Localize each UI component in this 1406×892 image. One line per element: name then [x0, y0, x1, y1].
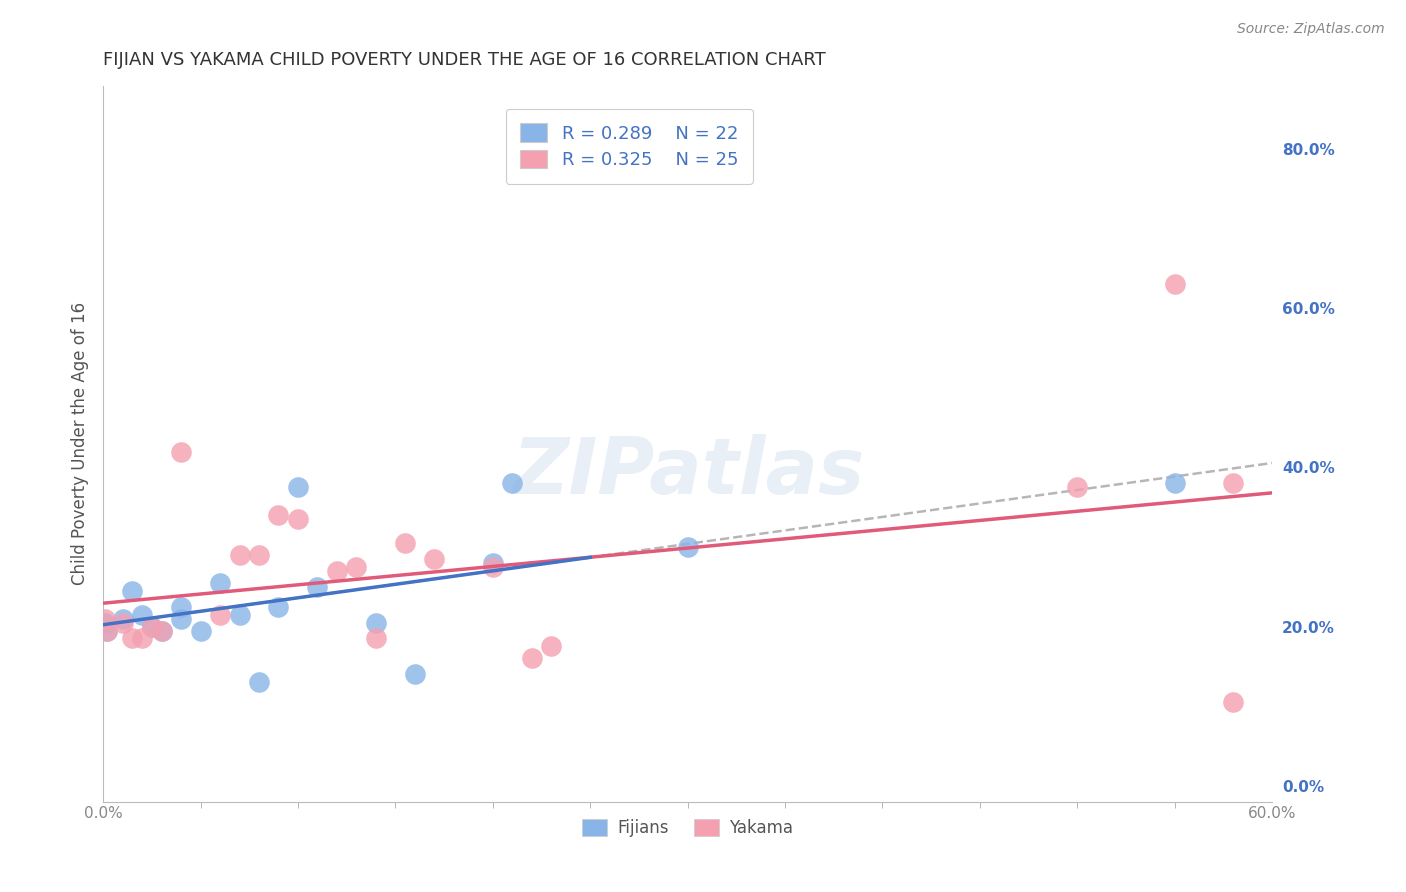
Point — [228, 548, 250, 562]
Point — [540, 640, 562, 654]
Point — [520, 651, 543, 665]
Point — [131, 607, 153, 622]
Point — [94, 611, 117, 625]
Point — [190, 624, 212, 638]
Point — [344, 559, 367, 574]
Point — [121, 583, 143, 598]
Point — [287, 512, 309, 526]
Text: ZIPatlas: ZIPatlas — [512, 434, 863, 510]
Point — [131, 632, 153, 646]
Point — [307, 580, 329, 594]
Point — [1222, 695, 1244, 709]
Point — [364, 632, 387, 646]
Y-axis label: Child Poverty Under the Age of 16: Child Poverty Under the Age of 16 — [72, 302, 89, 585]
Point — [170, 599, 193, 614]
Point — [404, 667, 426, 681]
Legend: Fijians, Yakama: Fijians, Yakama — [575, 812, 800, 843]
Point — [326, 564, 349, 578]
Point — [501, 476, 523, 491]
Point — [228, 607, 250, 622]
Point — [482, 559, 505, 574]
Point — [111, 615, 134, 630]
Point — [423, 552, 446, 566]
Point — [267, 508, 290, 523]
Point — [1222, 476, 1244, 491]
Point — [150, 624, 173, 638]
Point — [247, 548, 270, 562]
Point — [141, 619, 163, 633]
Point — [364, 615, 387, 630]
Point — [150, 624, 173, 638]
Point — [482, 556, 505, 570]
Point — [208, 575, 231, 590]
Point — [141, 619, 163, 633]
Point — [676, 540, 699, 554]
Point — [170, 611, 193, 625]
Point — [247, 675, 270, 690]
Text: FIJIAN VS YAKAMA CHILD POVERTY UNDER THE AGE OF 16 CORRELATION CHART: FIJIAN VS YAKAMA CHILD POVERTY UNDER THE… — [103, 51, 825, 69]
Point — [1164, 277, 1187, 292]
Point — [1066, 480, 1088, 494]
Point — [208, 607, 231, 622]
Point — [170, 444, 193, 458]
Point — [1164, 476, 1187, 491]
Point — [111, 611, 134, 625]
Point — [394, 536, 416, 550]
Point — [96, 624, 118, 638]
Point — [267, 599, 290, 614]
Point — [287, 480, 309, 494]
Point — [96, 624, 118, 638]
Point — [94, 615, 117, 630]
Point — [121, 632, 143, 646]
Text: Source: ZipAtlas.com: Source: ZipAtlas.com — [1237, 22, 1385, 37]
